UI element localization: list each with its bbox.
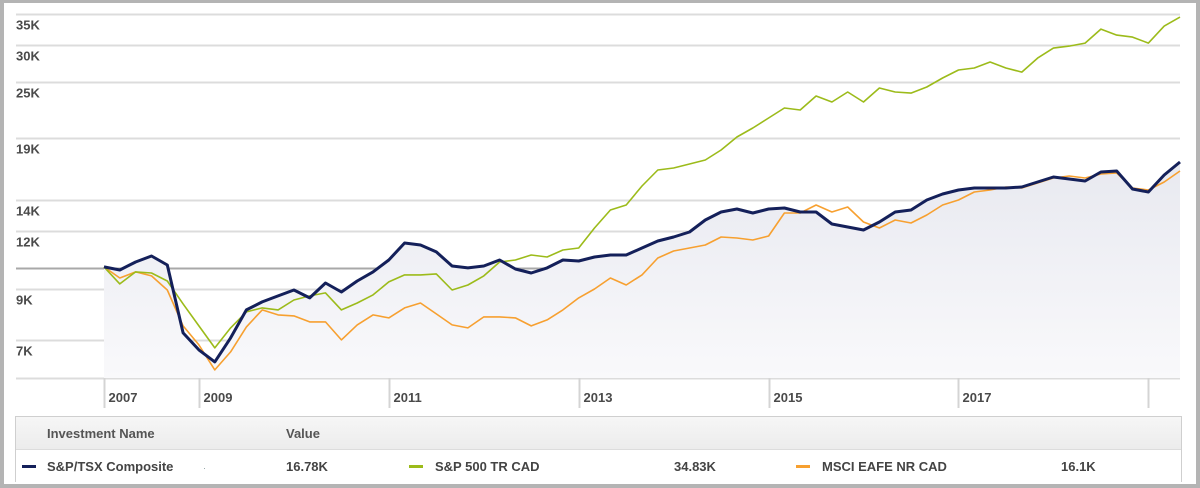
y-tick-label: 19K	[16, 142, 40, 157]
performance-chart: 2007 2009 2011 2013 2015 2017 35K 30K 25K 19K 14K…	[16, 13, 1181, 408]
legend-header-name: Investment Name	[47, 426, 155, 441]
x-tick-label: 2017	[963, 390, 992, 405]
legend-item-name[interactable]: S&P/TSX Composite	[47, 459, 174, 474]
legend-swatch-eafe	[796, 465, 810, 468]
legend-item-value: 16.1K	[1061, 459, 1096, 474]
y-tick-label: 30K	[16, 49, 40, 64]
x-tick-label: 2009	[204, 390, 233, 405]
y-tick-label: 25K	[16, 86, 40, 101]
x-tick-label: 2013	[584, 390, 613, 405]
y-tick-label: 12K	[16, 235, 40, 250]
legend-item-name[interactable]: MSCI EAFE NR CAD	[822, 459, 947, 474]
legend-header: Investment Name Value	[16, 417, 1181, 450]
legend-item-name[interactable]: S&P 500 TR CAD	[435, 459, 540, 474]
y-tick-label: 14K	[16, 204, 40, 219]
y-tick-label: 35K	[16, 18, 40, 33]
legend-header-value: Value	[286, 426, 320, 441]
y-tick-label: 7K	[16, 344, 33, 359]
x-axis: 2007 2009 2011 2013 2015 2017	[103, 378, 1150, 408]
y-tick-label: 9K	[16, 293, 33, 308]
legend-item-value: 16.78K	[286, 459, 328, 474]
legend-row: S&P/TSX Composite 16.78K S&P 500 TR CAD …	[16, 450, 1181, 483]
x-tick-label: 2007	[109, 390, 138, 405]
legend-swatch-tsx	[22, 465, 36, 468]
area-fill	[104, 162, 1180, 378]
y-axis: 35K 30K 25K 19K 14K 12K 9K 7K	[16, 18, 40, 359]
series-area-0	[104, 162, 1180, 378]
x-tick-label: 2011	[394, 390, 422, 405]
legend-table: Investment Name Value S&P/TSX Composite …	[15, 416, 1182, 482]
series-line-1	[103, 16, 1181, 349]
series-line-0	[103, 160, 1181, 364]
x-tick-label: 2015	[774, 390, 803, 405]
legend-dot	[204, 468, 205, 469]
series-lines	[103, 16, 1181, 371]
legend-swatch-sp500	[409, 465, 423, 468]
legend-item-value: 34.83K	[674, 459, 716, 474]
